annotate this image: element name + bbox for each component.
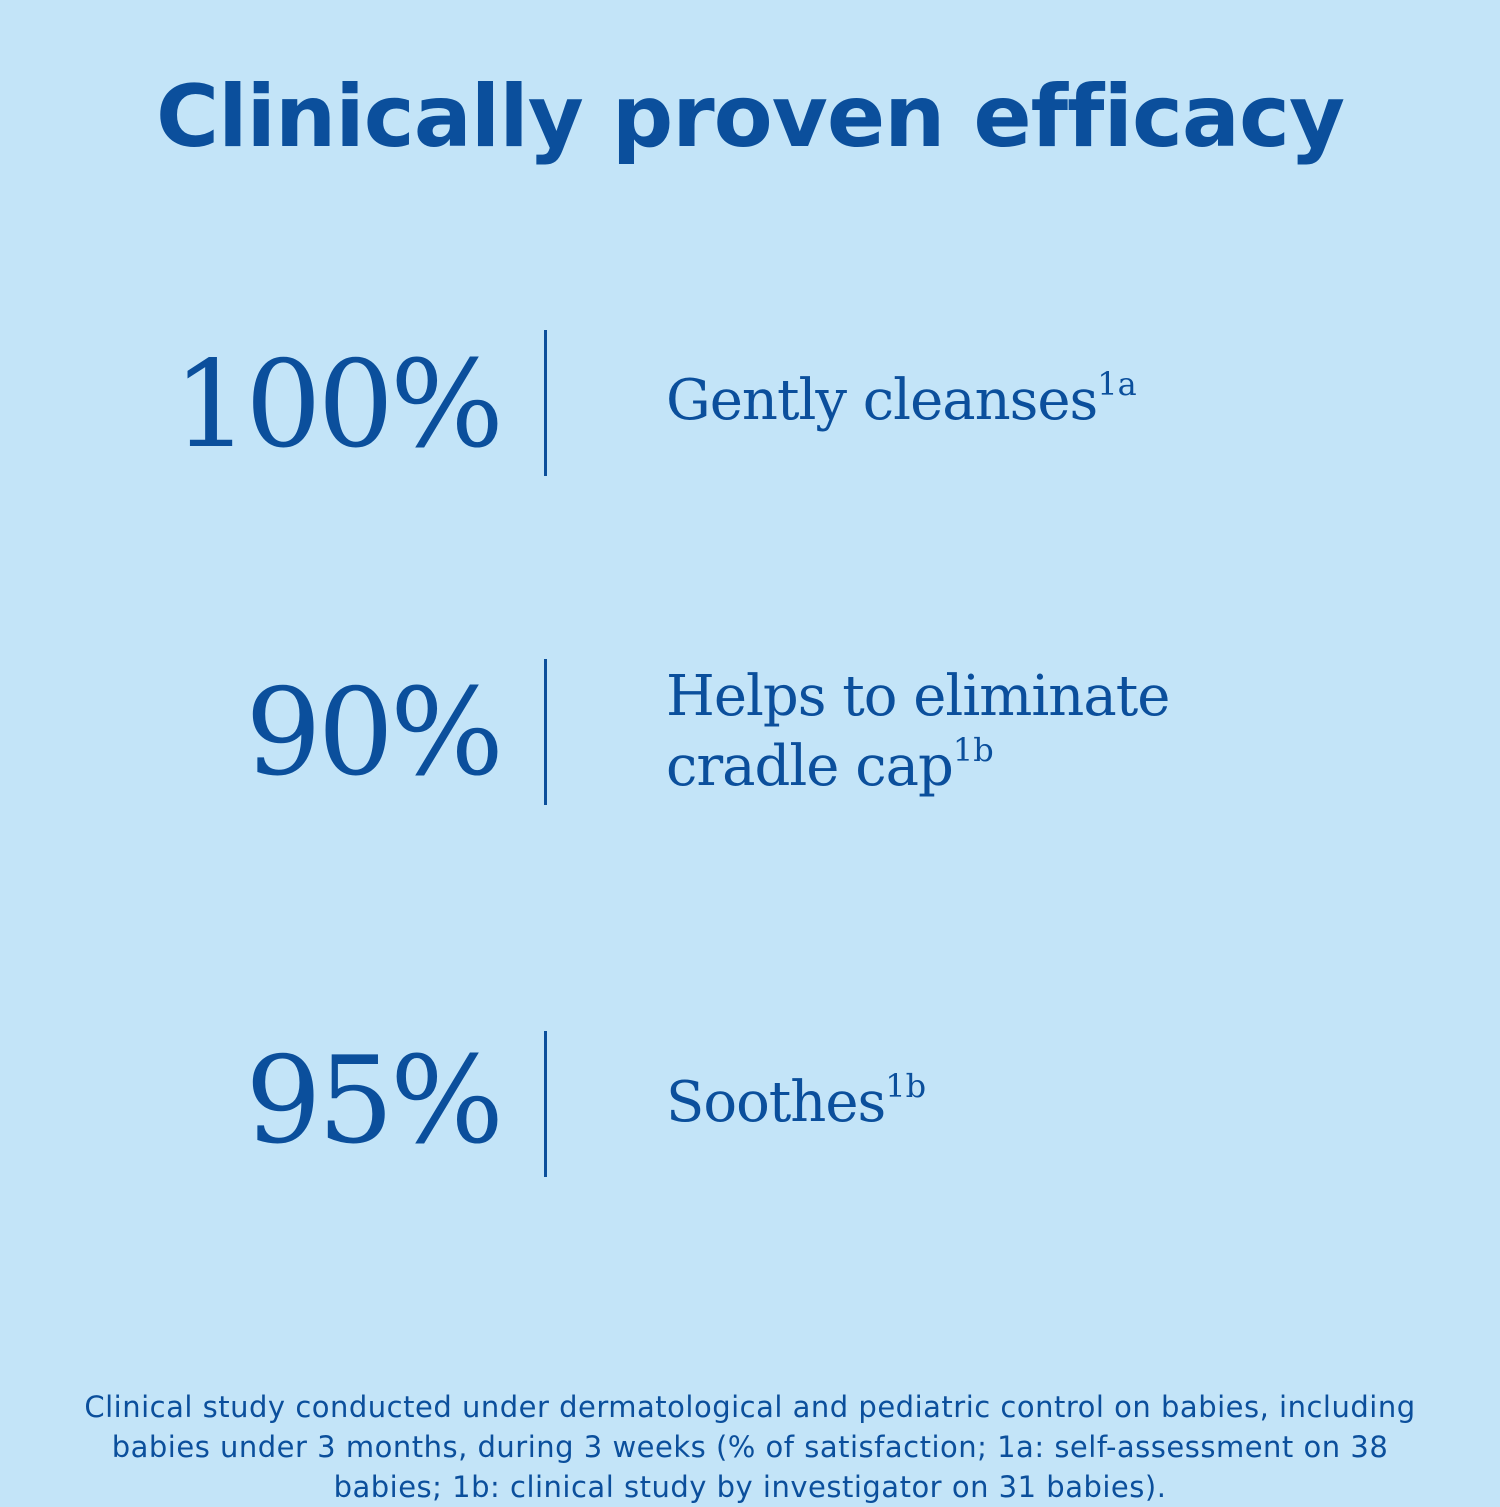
- stat-value: 100%: [172, 336, 504, 475]
- page-title: Clinically proven efficacy: [155, 67, 1345, 167]
- stat-divider: [544, 1031, 547, 1177]
- stat-footnote-ref: 1b: [885, 1067, 927, 1105]
- stat-label-text-line1: Helps to eliminate: [666, 664, 1170, 729]
- stat-divider: [544, 659, 547, 805]
- stat-label: Helps to eliminate cradle cap1b: [666, 662, 1170, 802]
- study-footnote: Clinical study conducted under dermatolo…: [84, 1390, 1416, 1504]
- stat-value: 95%: [245, 1032, 504, 1171]
- stat-label: Gently cleanses1a: [666, 366, 1137, 436]
- stat-footnote-ref: 1b: [952, 731, 994, 769]
- stat-label-text-line2: cradle cap: [666, 734, 954, 799]
- stat-label-text: Gently cleanses: [666, 368, 1098, 433]
- stat-label: Soothes1b: [666, 1068, 926, 1138]
- stat-label-text: Soothes: [666, 1070, 886, 1135]
- stat-value: 90%: [245, 664, 504, 803]
- stat-divider: [544, 330, 547, 476]
- stat-footnote-ref: 1a: [1097, 365, 1137, 403]
